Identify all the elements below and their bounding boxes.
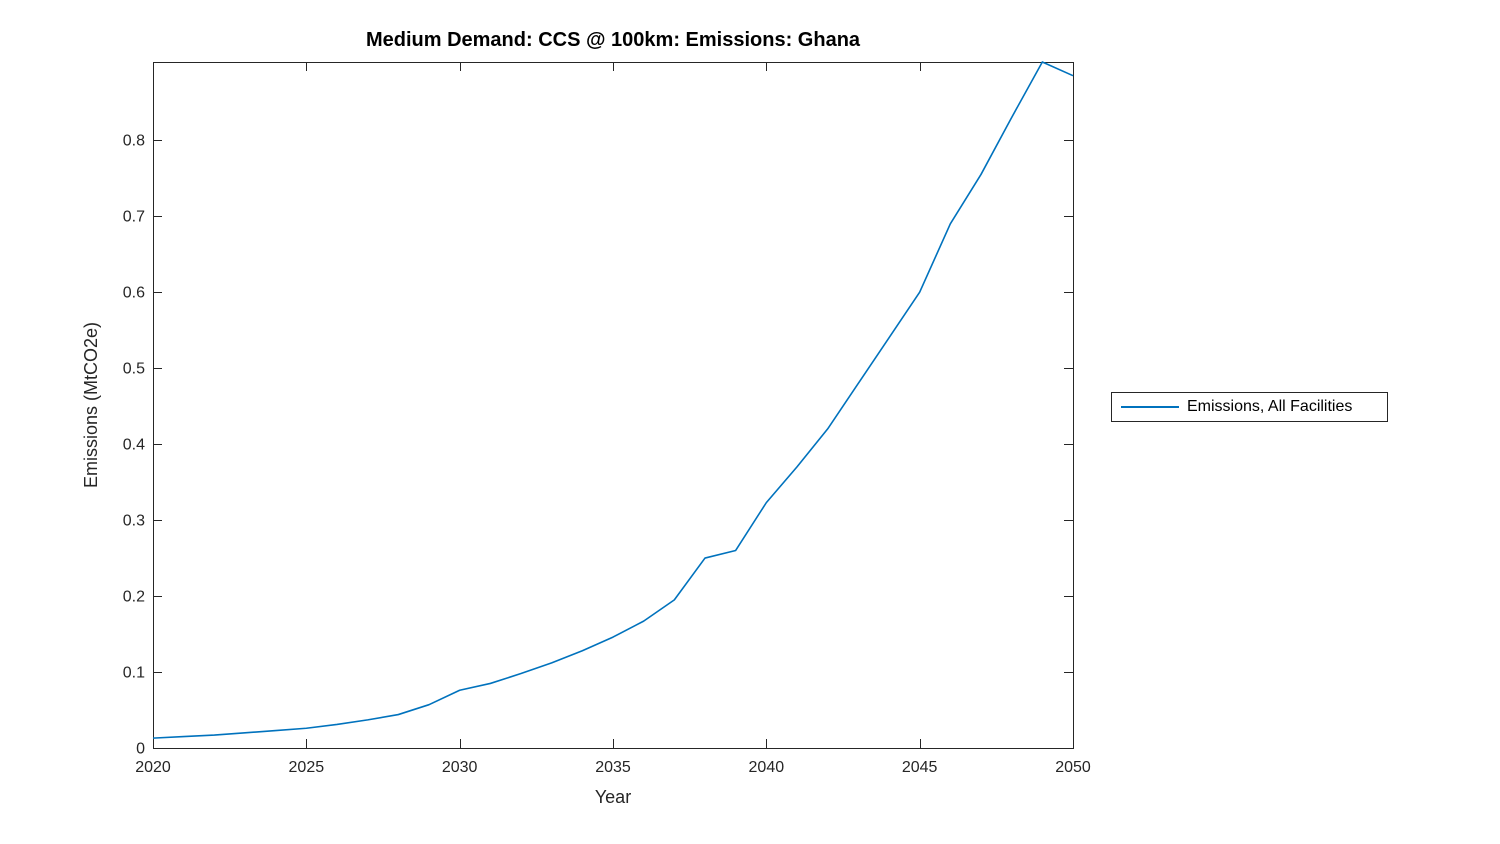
y-tick-label: 0.3 <box>123 513 145 530</box>
x-tick-label: 2045 <box>902 759 938 776</box>
y-tick-label: 0.4 <box>123 437 145 454</box>
x-tick-label: 2035 <box>595 759 631 776</box>
legend-line-sample-icon <box>1121 392 1179 422</box>
emissions-series-line <box>152 61 1074 739</box>
legend-entry-label: Emissions, All Facilities <box>1187 398 1353 415</box>
y-tick-label: 0 <box>136 741 145 758</box>
y-tick-label: 0.6 <box>123 285 145 302</box>
axes-layer: 2020 2025 2030 2035 2040 2045 2050 0 0.1 0.2 0.3 0.… <box>123 62 1091 776</box>
y-tick-label: 0.2 <box>123 589 145 606</box>
y-tick-label: 0.5 <box>123 361 145 378</box>
x-tick-label: 2040 <box>749 759 785 776</box>
plot-border <box>153 62 1074 749</box>
x-tick-label: 2030 <box>442 759 478 776</box>
x-tick-label: 2025 <box>289 759 325 776</box>
chart-title: Medium Demand: CCS @ 100km: Emissions: G… <box>366 29 861 51</box>
y-tick-label: 0.7 <box>123 209 145 226</box>
y-tick-label: 0.8 <box>123 133 145 150</box>
y-tick-label: 0.1 <box>123 665 145 682</box>
x-tick-label: 2050 <box>1055 759 1091 776</box>
x-axis-label: Year <box>595 787 631 807</box>
y-axis-label: Emissions (MtCO2e) <box>81 322 101 488</box>
x-tick-label: 2020 <box>135 759 171 776</box>
series-layer <box>152 61 1074 739</box>
legend: Emissions, All Facilities <box>1111 392 1388 422</box>
